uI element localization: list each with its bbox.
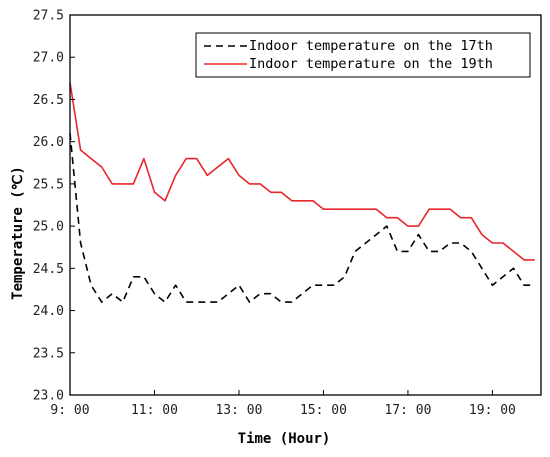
legend: Indoor temperature on the 17th Indoor te… bbox=[195, 32, 531, 78]
y-tick-label: 23.0 bbox=[33, 389, 64, 404]
x-axis: 9: 00 11: 00 13: 00 15: 00 17: 00 19: 00 bbox=[50, 390, 516, 418]
y-tick-label: 26.0 bbox=[33, 135, 64, 150]
x-tick-label: 9: 00 bbox=[50, 403, 89, 418]
plot-frame bbox=[69, 14, 542, 396]
y-tick-label: 27.5 bbox=[33, 9, 64, 24]
y-tick-label: 25.0 bbox=[33, 220, 64, 235]
series-layer bbox=[69, 82, 535, 303]
y-tick-label: 27.0 bbox=[33, 51, 64, 66]
y-axis-title: Temperature (℃) bbox=[10, 166, 26, 300]
series-line-17th bbox=[69, 133, 535, 303]
y-tick-label: 24.0 bbox=[33, 304, 64, 319]
x-tick-label: 17: 00 bbox=[384, 403, 431, 418]
x-tick-label: 19: 00 bbox=[469, 403, 516, 418]
x-axis-title: Time (Hour) bbox=[238, 431, 331, 447]
y-tick-label: 25.5 bbox=[33, 177, 64, 192]
legend-label-17th: Indoor temperature on the 17th bbox=[249, 38, 493, 54]
y-axis: 23.0 23.5 24.0 24.5 25.0 25.5 26.0 26.5 27.0 27.5 bbox=[33, 9, 75, 404]
x-tick-label: 15: 00 bbox=[300, 403, 347, 418]
legend-label-19th: Indoor temperature on the 19th bbox=[249, 56, 493, 72]
x-tick-label: 11: 00 bbox=[131, 403, 178, 418]
y-tick-label: 23.5 bbox=[33, 346, 64, 361]
series-line-19th bbox=[69, 82, 535, 261]
legend-box bbox=[195, 32, 531, 78]
y-tick-label: 24.5 bbox=[33, 262, 64, 277]
y-tick-label: 26.5 bbox=[33, 93, 64, 108]
x-tick-label: 13: 00 bbox=[215, 403, 262, 418]
